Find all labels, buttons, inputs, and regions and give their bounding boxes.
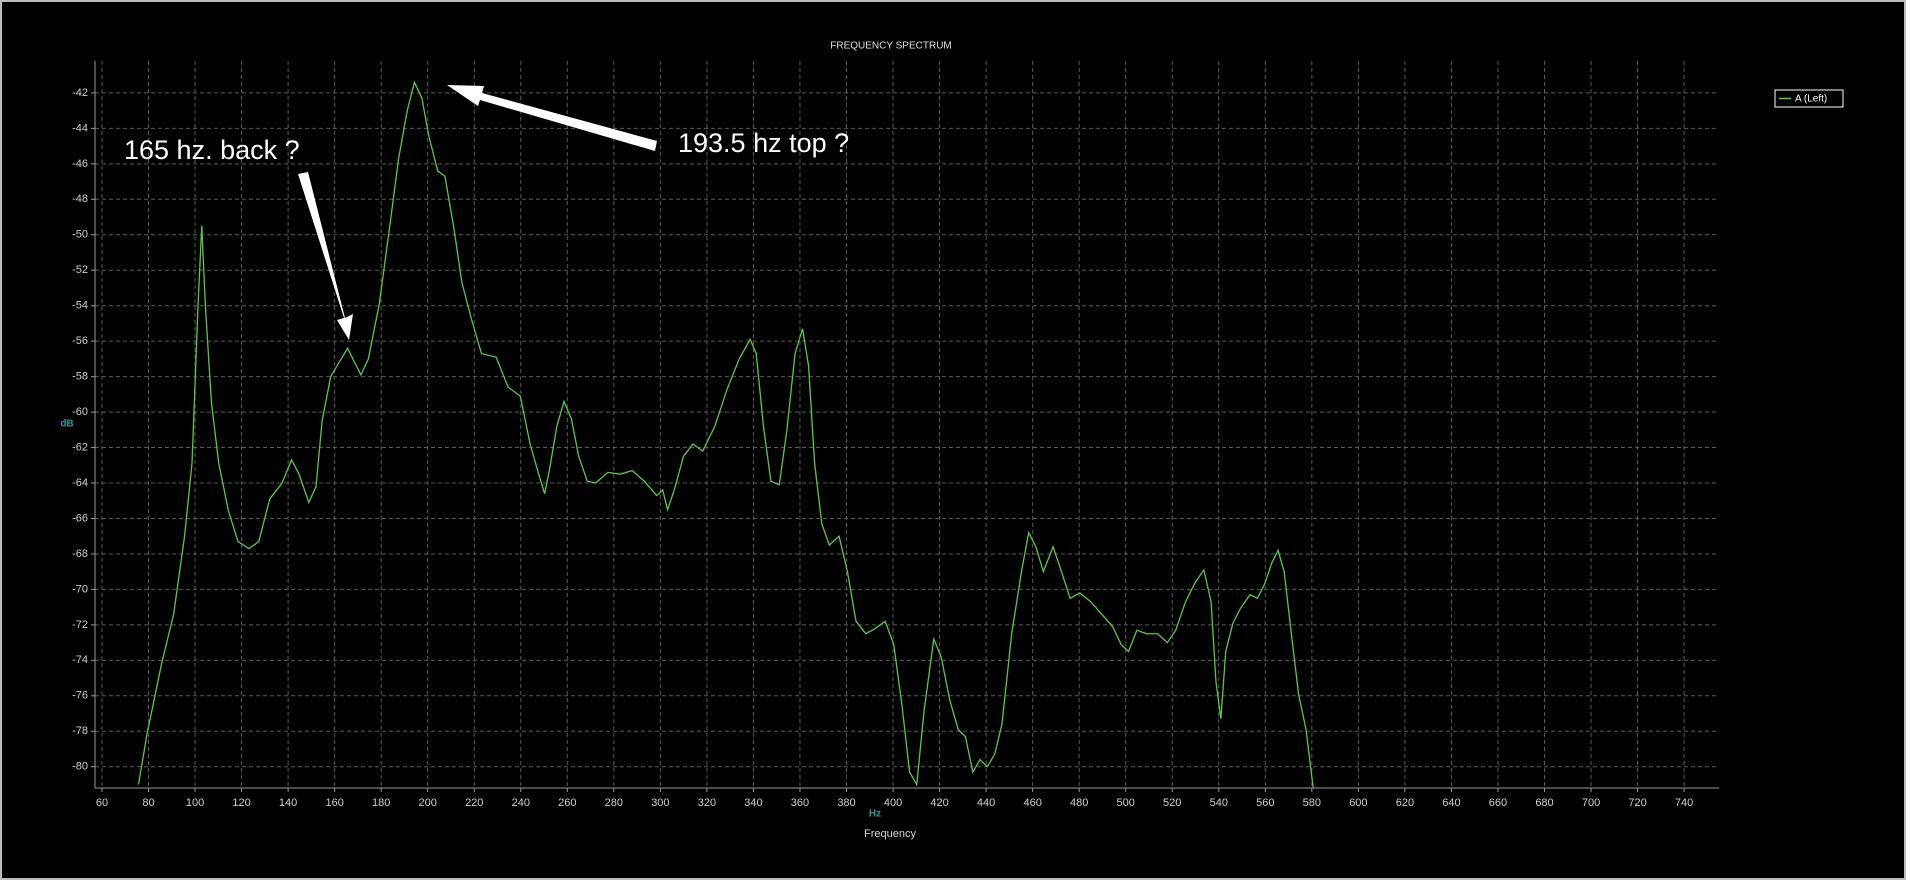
arrow [298, 172, 353, 340]
x-tick-label: 260 [558, 797, 576, 809]
y-tick-label: -62 [72, 441, 88, 453]
plot-area [137, 80, 1314, 788]
y-tick-label: -58 [72, 371, 88, 383]
x-tick-label: 320 [698, 797, 716, 809]
grid [95, 61, 1719, 788]
x-tick-label: 200 [419, 797, 437, 809]
y-tick-label: -60 [72, 406, 88, 418]
x-tick-label: 580 [1303, 797, 1321, 809]
y-tick-label: -54 [72, 300, 88, 312]
x-tick-label: 600 [1349, 797, 1367, 809]
x-tick-label: 680 [1535, 797, 1553, 809]
x-tick-label: 160 [325, 797, 343, 809]
annotation: 193.5 hz top ? [678, 128, 849, 158]
x-tick-label: 60 [96, 797, 108, 809]
x-tick-label: 480 [1070, 797, 1088, 809]
y-tick-label: -70 [72, 583, 88, 595]
y-tick-label: -56 [72, 335, 88, 347]
x-tick-label: 100 [186, 797, 204, 809]
x-tick-label: 240 [512, 797, 530, 809]
legend-label: A (Left) [1795, 94, 1827, 105]
x-tick-label: 640 [1442, 797, 1460, 809]
y-tick-label: -66 [72, 512, 88, 524]
x-axis-unit: Hz [869, 809, 881, 820]
x-tick-label: 560 [1256, 797, 1274, 809]
chart-title: FREQUENCY SPECTRUM [830, 41, 952, 52]
x-tick-label: 420 [930, 797, 948, 809]
x-tick-label: 220 [465, 797, 483, 809]
x-tick-label: 380 [837, 797, 855, 809]
y-tick-label: -76 [72, 690, 88, 702]
y-tick-label: -42 [72, 87, 88, 99]
y-tick-label: -64 [72, 477, 88, 489]
y-tick-label: -74 [72, 654, 88, 666]
x-tick-label: 340 [744, 797, 762, 809]
series-line [137, 80, 1314, 788]
x-tick-label: 520 [1163, 797, 1181, 809]
x-tick-label: 180 [372, 797, 390, 809]
x-tick-label: 80 [142, 797, 154, 809]
y-tick-label: -52 [72, 264, 88, 276]
x-tick-label: 740 [1675, 797, 1693, 809]
annotation: 165 hz. back ? [124, 135, 300, 165]
x-tick-label: 140 [279, 797, 297, 809]
y-tick-label: -68 [72, 548, 88, 560]
y-tick-label: -48 [72, 193, 88, 205]
x-tick-label: 660 [1489, 797, 1507, 809]
x-tick-label: 280 [605, 797, 623, 809]
y-tick-label: -80 [72, 761, 88, 773]
x-tick-label: 460 [1023, 797, 1041, 809]
y-tick-label: -46 [72, 158, 88, 170]
legend: A (Left) [1774, 89, 1844, 108]
x-tick-label: 620 [1396, 797, 1414, 809]
x-tick-label: 120 [232, 797, 250, 809]
x-tick-label: 720 [1628, 797, 1646, 809]
legend-box [1774, 89, 1844, 108]
arrow [447, 85, 657, 151]
y-tick-label: -72 [72, 619, 88, 631]
x-tick-label: 500 [1117, 797, 1135, 809]
x-tick-label: 700 [1582, 797, 1600, 809]
y-tick-label: -50 [72, 229, 88, 241]
y-tick-label: -44 [72, 122, 88, 134]
x-axis-label: Frequency [864, 828, 916, 840]
x-tick-label: 300 [651, 797, 669, 809]
x-tick-label: 440 [977, 797, 995, 809]
x-tick-label: 400 [884, 797, 902, 809]
x-tick-label: 540 [1210, 797, 1228, 809]
y-tick-label: -78 [72, 725, 88, 737]
x-tick-label: 360 [791, 797, 809, 809]
y-axis-label: dB [60, 419, 73, 430]
